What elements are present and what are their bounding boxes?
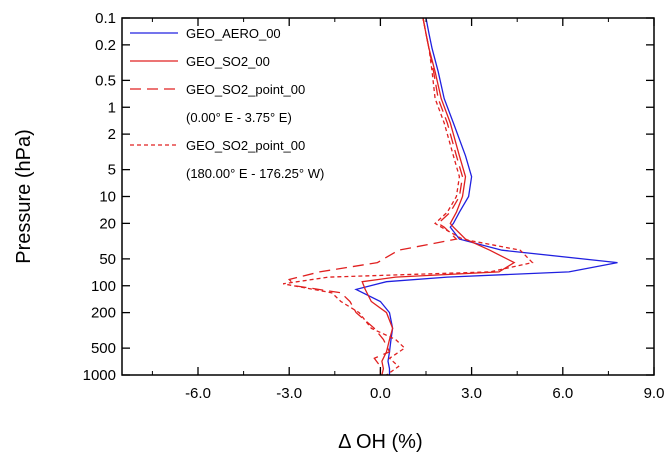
y-tick-label: 50 [99, 251, 116, 268]
series-line-1 [354, 17, 618, 375]
x-axis-ticks: -6.0 -3.0 0.0 3.0 6.0 9.0 [151, 18, 665, 402]
series-line-4 [282, 17, 534, 376]
y-tick-label: 0.1 [95, 10, 116, 27]
y-tick-label: 5 [108, 162, 116, 179]
x-tick-label: 0.0 [370, 385, 391, 402]
legend: GEO_AERO_00 GEO_SO2_00 GEO_SO2_point_00 (0.… [130, 26, 324, 181]
y-tick-label: 200 [91, 305, 116, 322]
series-line-2 [361, 17, 516, 376]
legend-label: GEO_SO2_point_00 [186, 138, 305, 153]
series-line-3 [287, 17, 464, 375]
y-tick-label: 20 [99, 215, 116, 232]
plot-lines [282, 17, 618, 376]
y-tick-label: 0.2 [95, 37, 116, 54]
x-tick-label: 3.0 [461, 385, 482, 402]
x-axis-title: Δ OH (%) [338, 431, 422, 453]
y-axis-ticks: 0.1 0.2 0.5 1 2 5 10 20 50 100 200 500 1000 [83, 10, 654, 384]
y-tick-label: 1000 [83, 367, 116, 384]
y-tick-label: 10 [99, 189, 116, 206]
x-tick-label: -6.0 [185, 385, 211, 402]
legend-label: GEO_AERO_00 [186, 26, 281, 41]
x-tick-label: 6.0 [552, 385, 573, 402]
x-tick-label: 9.0 [644, 385, 665, 402]
x-tick-label: -3.0 [276, 385, 302, 402]
legend-label: (0.00° E - 3.75° E) [186, 110, 292, 125]
legend-label: (180.00° E - 176.25° W) [186, 166, 324, 181]
y-axis-title: Pressure (hPa) [13, 129, 35, 264]
y-tick-label: 1 [108, 99, 116, 116]
y-tick-label: 0.5 [95, 72, 116, 89]
legend-label: GEO_SO2_00 [186, 54, 270, 69]
plot-frame [121, 17, 655, 376]
legend-label: GEO_SO2_point_00 [186, 82, 305, 97]
y-tick-label: 2 [108, 126, 116, 143]
y-tick-label: 500 [91, 340, 116, 357]
y-tick-label: 100 [91, 278, 116, 295]
